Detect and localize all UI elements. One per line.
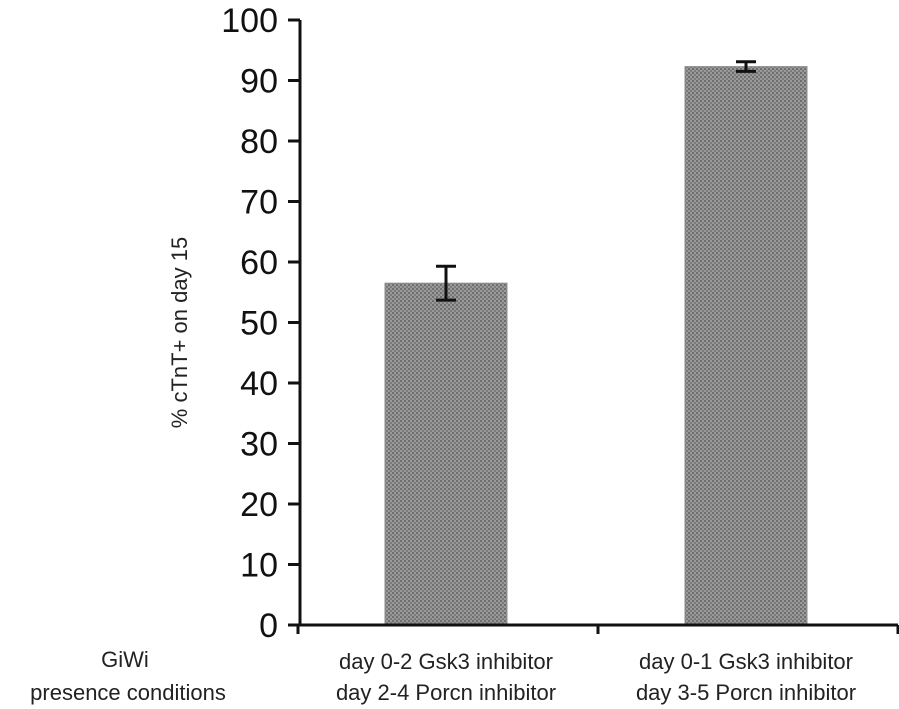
y-tick-label: 100 (221, 2, 278, 40)
row-label-line-1: GiWi (101, 647, 149, 672)
y-tick-label: 50 (240, 305, 278, 343)
category-labels: day 0-2 Gsk3 inhibitor day 2-4 Porcn inhi… (336, 649, 856, 705)
y-tick-label: 60 (240, 244, 278, 282)
category-label-1: day 0-2 Gsk3 inhibitor day 2-4 Porcn inhi… (336, 649, 556, 705)
error-bar-2 (736, 60, 756, 73)
row-label-line-2: presence conditions (30, 680, 226, 705)
y-tick-label: 40 (240, 365, 278, 403)
y-tick-label: 90 (240, 63, 278, 101)
bar-2 (684, 66, 808, 626)
y-tick-label: 20 (240, 486, 278, 524)
category-label-line: day 3-5 Porcn inhibitor (636, 680, 856, 705)
category-label-line: day 0-2 Gsk3 inhibitor (339, 649, 553, 674)
error-bars-group (436, 60, 756, 302)
y-axis-title: % cTnT+ on day 15 (167, 237, 192, 428)
y-tick-label: 70 (240, 184, 278, 222)
bars-group (384, 66, 808, 626)
category-label-line: day 2-4 Porcn inhibitor (336, 680, 556, 705)
bar-1 (384, 282, 508, 626)
y-tick-label: 10 (240, 547, 278, 585)
row-label: GiWi presence conditions (30, 647, 226, 705)
y-tick-label: 80 (240, 123, 278, 161)
y-tick-label: 30 (240, 426, 278, 464)
category-label-2: day 0-1 Gsk3 inhibitor day 3-5 Porcn inhi… (636, 649, 856, 705)
error-bar-1 (436, 264, 456, 302)
category-label-line: day 0-1 Gsk3 inhibitor (639, 649, 853, 674)
y-tick-label: 0 (259, 607, 278, 645)
y-axis-ticks: 0 10 20 30 40 50 60 70 80 90 100 (221, 2, 300, 645)
